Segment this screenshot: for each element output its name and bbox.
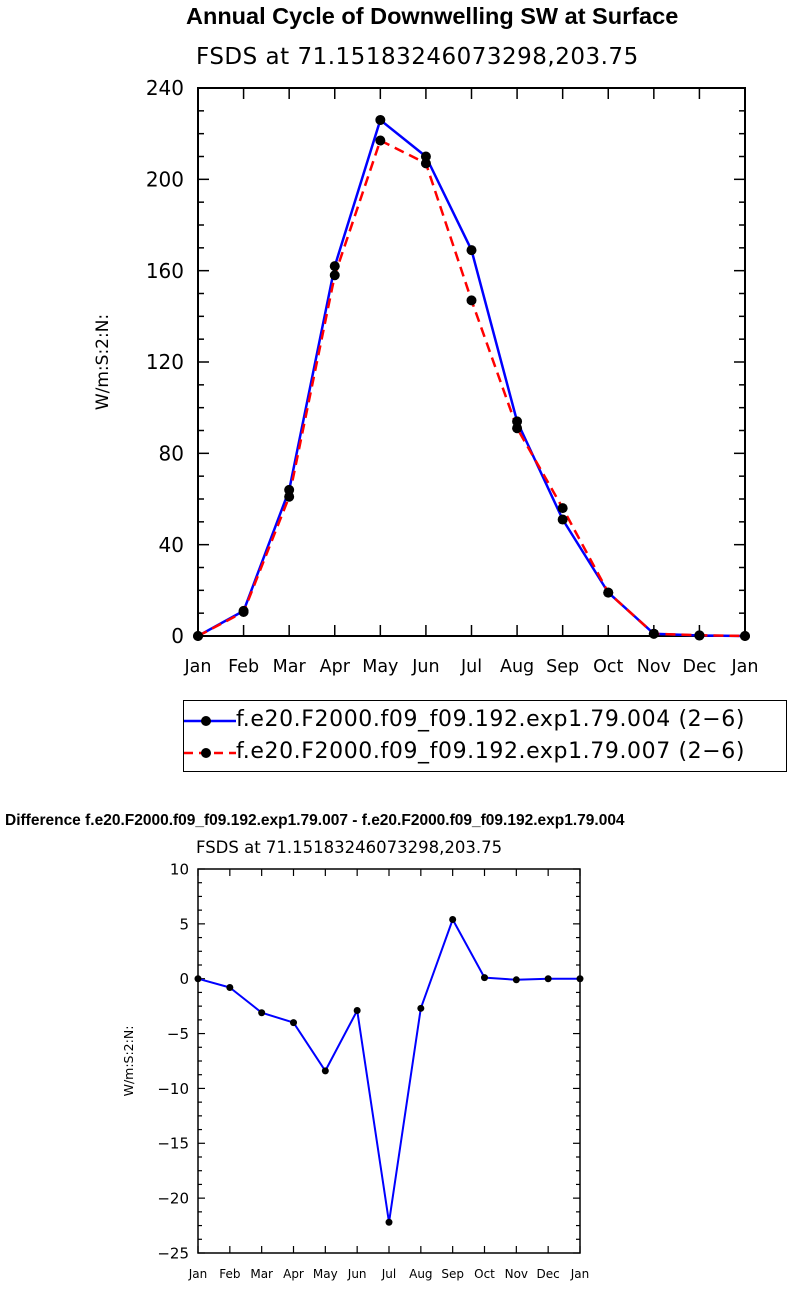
chart2-series-0-point bbox=[194, 975, 202, 983]
chart1-ytick-label: 0 bbox=[171, 624, 184, 648]
chart1-series-0-point bbox=[375, 114, 386, 125]
chart2-xtick-label: Mar bbox=[250, 1267, 273, 1281]
chart1-series-1-point bbox=[648, 628, 659, 639]
chart2-series-0-point bbox=[481, 974, 488, 982]
chart2-ytick-label: −25 bbox=[157, 1244, 189, 1262]
chart2-frame bbox=[197, 868, 581, 1254]
chart2-series-0-point bbox=[353, 1007, 361, 1015]
chart2-series-0-point bbox=[226, 983, 234, 991]
chart2-series-0-line bbox=[197, 918, 580, 1224]
chart2-ytick-label: −20 bbox=[157, 1190, 189, 1208]
chart1-series-0-point bbox=[420, 151, 431, 162]
chart2-series-0-point bbox=[449, 915, 457, 923]
chart1-xtick-label: Aug bbox=[500, 657, 534, 677]
legend-label-007: f.e20.F2000.f09_f09.192.exp1.79.007 (2−6… bbox=[236, 739, 746, 764]
chart1-series-1-point bbox=[740, 631, 750, 641]
chart1-series-0-point bbox=[512, 416, 523, 427]
chart1-series-0-point bbox=[284, 484, 295, 495]
chart2-ylabel: W/m:S:2:N: bbox=[121, 1026, 136, 1097]
chart1-xtick-label: Jul bbox=[460, 657, 482, 677]
chart1-xtick-label: Oct bbox=[593, 657, 623, 677]
chart2-series-0-point bbox=[512, 976, 520, 984]
chart2-ytick-label: 10 bbox=[170, 860, 189, 878]
chart2-xtick-label: Nov bbox=[505, 1267, 528, 1281]
chart2-series-0-point bbox=[417, 1004, 425, 1012]
legend-entry-004: f.e20.F2000.f09_f09.192.exp1.79.004 (2−6… bbox=[184, 705, 784, 735]
chart1-xtick-label: Mar bbox=[273, 657, 307, 677]
chart2-xtick-label: Oct bbox=[474, 1267, 495, 1281]
chart1-series-1-point bbox=[466, 295, 477, 306]
chart1-ytick-label: 160 bbox=[146, 259, 184, 283]
chart1-xtick-label: Feb bbox=[228, 657, 259, 677]
chart1-series-1-point bbox=[557, 503, 568, 514]
chart2-series-0-point bbox=[576, 975, 584, 983]
chart2-xtick-label: Jan bbox=[570, 1267, 590, 1281]
legend-swatch-004 bbox=[184, 716, 236, 726]
chart1-series-1-point bbox=[512, 423, 523, 434]
chart1-xtick-label: May bbox=[362, 657, 398, 677]
chart2-series-0-point bbox=[290, 1019, 297, 1027]
chart2-ytick-label: 0 bbox=[179, 970, 189, 988]
chart1-ytick-label: 200 bbox=[146, 168, 184, 192]
chart2-series-0-point bbox=[544, 975, 552, 983]
chart1-ytick-label: 80 bbox=[159, 442, 184, 466]
chart1-series-1-point bbox=[329, 270, 340, 281]
chart1-xtick-label: Jan bbox=[184, 657, 212, 677]
chart1-legend: f.e20.F2000.f09_f09.192.exp1.79.004 (2−6… bbox=[183, 700, 787, 772]
chart2-ytick-label: 5 bbox=[179, 915, 189, 933]
chart1-xtick-label: Apr bbox=[320, 657, 351, 677]
legend-swatch-007 bbox=[184, 748, 236, 758]
chart1-series-1-point bbox=[284, 491, 295, 502]
chart2-xtick-label: Sep bbox=[441, 1267, 464, 1281]
chart1-title: Annual Cycle of Downwelling SW at Surfac… bbox=[186, 3, 679, 29]
chart2-series-0-point bbox=[258, 1009, 266, 1017]
chart2-xtick-label: Jun bbox=[347, 1267, 367, 1281]
chart1-series-0-point bbox=[557, 514, 568, 525]
chart1-xtick-label: Jan bbox=[731, 657, 759, 677]
chart2-ytick-label: −15 bbox=[157, 1135, 189, 1153]
chart2-xtick-label: Aug bbox=[409, 1267, 432, 1281]
chart1-plot: 0 40 80 120 160 200 240 Jan Feb Mar Apr May Jun Jul Au… bbox=[93, 76, 759, 677]
chart1-series-1-point bbox=[603, 587, 614, 598]
chart2-xtick-label: Dec bbox=[537, 1267, 560, 1281]
chart2-ytick-label: −10 bbox=[157, 1080, 189, 1098]
chart1-subtitle: FSDS at 71.15183246073298,203.75 bbox=[196, 44, 639, 70]
chart1-xtick-label: Dec bbox=[682, 657, 716, 677]
chart1-series-1-point bbox=[375, 135, 386, 146]
chart2-series-0-point bbox=[385, 1218, 393, 1226]
legend-label-004: f.e20.F2000.f09_f09.192.exp1.79.004 (2−6… bbox=[236, 707, 746, 732]
chart2-title: Difference f.e20.F2000.f09_f09.192.exp1.… bbox=[5, 812, 625, 829]
chart1-ytick-label: 120 bbox=[146, 350, 184, 374]
chart1-series-1-point bbox=[420, 158, 431, 169]
chart1-ylabel: W/m:S:2:N: bbox=[93, 314, 113, 410]
chart1-series-0-point bbox=[329, 261, 340, 272]
chart1-series-0-point bbox=[466, 245, 477, 256]
chart2-xtick-label: Jul bbox=[381, 1267, 396, 1281]
chart1-series-1-point bbox=[694, 630, 705, 641]
chart1-xtick-label: Nov bbox=[637, 657, 671, 677]
chart2-xtick-label: May bbox=[313, 1267, 338, 1281]
chart1-xtick-label: Sep bbox=[546, 657, 579, 677]
chart1-ytick-label: 240 bbox=[146, 76, 184, 100]
chart1-ytick-label: 40 bbox=[159, 533, 184, 557]
chart1-series-1-point bbox=[193, 631, 203, 641]
chart2-xtick-label: Feb bbox=[219, 1267, 240, 1281]
legend-entry-007: f.e20.F2000.f09_f09.192.exp1.79.007 (2−6… bbox=[184, 737, 784, 767]
chart2-xtick-label: Jan bbox=[188, 1267, 208, 1281]
chart1-xtick-label: Jun bbox=[411, 657, 439, 677]
chart2-series-0-point bbox=[321, 1067, 329, 1075]
chart1-series-1-point bbox=[238, 607, 249, 618]
chart2-ytick-label: −5 bbox=[167, 1025, 189, 1043]
chart2-subtitle: FSDS at 71.15183246073298,203.75 bbox=[196, 838, 503, 857]
chart2-xtick-label: Apr bbox=[283, 1267, 304, 1281]
